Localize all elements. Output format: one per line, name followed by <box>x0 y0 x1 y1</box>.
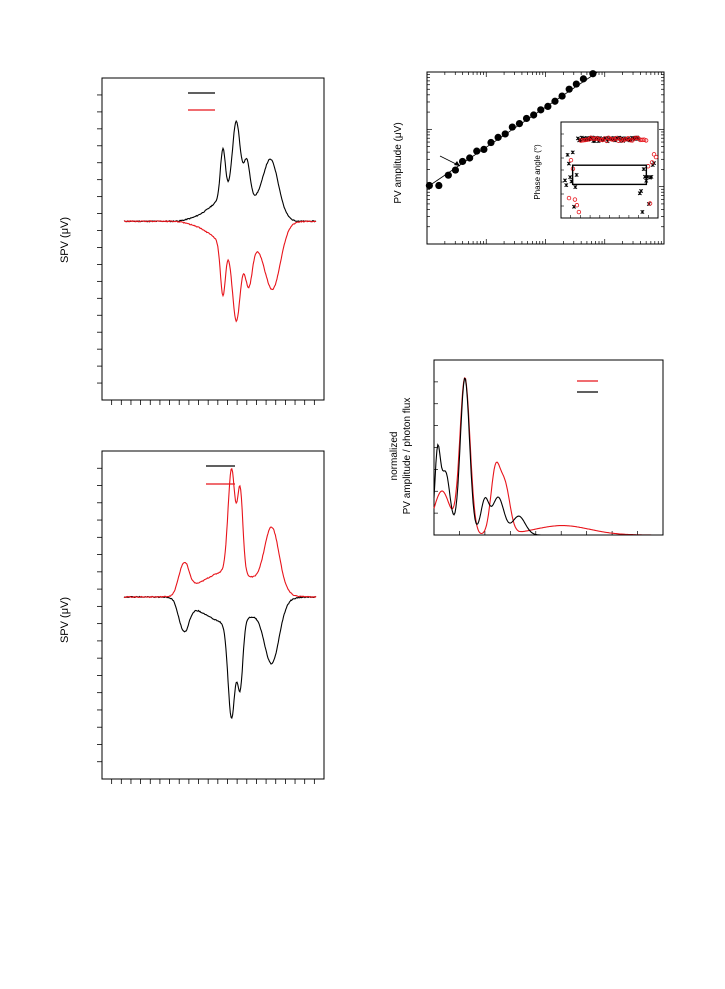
red-series-line <box>433 377 663 536</box>
phase-point-red <box>604 138 609 143</box>
data-point <box>565 85 573 93</box>
phase-point-black <box>568 175 573 180</box>
data-point <box>558 92 566 100</box>
phase-point-red <box>598 137 603 143</box>
phase-angle-y-axis-label: Phase angle (°) <box>533 144 542 200</box>
data-point <box>530 111 538 119</box>
black-series-line <box>123 595 317 720</box>
pv-amplitude-y-axis-label: PV amplitude (μV) <box>393 122 404 203</box>
black-series-line <box>433 377 663 536</box>
data-point <box>487 138 495 147</box>
spv-bottom-x-ticks <box>111 779 315 784</box>
phase-point-red <box>594 136 599 141</box>
spv-top-plot-frame <box>101 77 325 401</box>
data-point <box>444 171 452 179</box>
data-point <box>473 147 481 155</box>
phase-point-red <box>649 160 655 165</box>
phase-point-red <box>622 137 627 142</box>
phase-point-red <box>572 197 578 202</box>
pv-amplitude-ticks <box>426 72 664 245</box>
phase-point-red <box>641 137 647 142</box>
phase-point-red <box>653 154 659 160</box>
spv-bottom-legend <box>206 465 235 485</box>
data-point <box>551 97 559 105</box>
normalized-pv-ticks <box>434 381 638 535</box>
phase-point-black <box>649 174 654 179</box>
data-point <box>579 75 588 83</box>
normalized-pv-panel: normalized PV amplitude / photon flux <box>389 359 664 536</box>
phase-point-black <box>564 183 569 188</box>
data-point <box>435 181 443 190</box>
phase-point-red <box>580 138 586 143</box>
phase-point-black <box>565 152 570 157</box>
spv-top-series <box>123 119 317 323</box>
pv-amplitude-points <box>425 70 597 190</box>
pv-amplitude-panel: PV amplitude (μV) Phase angle (°) <box>393 70 665 245</box>
data-point <box>537 106 545 114</box>
phase-point-black <box>573 185 578 190</box>
data-point <box>494 133 502 141</box>
phase-angle-inset-box <box>571 164 648 186</box>
phase-point-black <box>562 178 568 183</box>
data-point <box>522 114 531 123</box>
phase-point-black <box>641 167 646 172</box>
data-point <box>515 120 524 128</box>
data-point <box>572 80 580 88</box>
phase-point-red <box>582 137 588 143</box>
phase-point-red <box>578 138 584 143</box>
black-series-line <box>123 119 317 223</box>
red-series-line <box>123 219 317 323</box>
phase-angle-inset-points <box>562 135 659 215</box>
spv-bottom-panel: SPV (μV) <box>59 450 325 784</box>
phase-angle-inset-ticks <box>561 133 649 218</box>
spv-top-x-ticks <box>111 400 315 405</box>
phase-point-red <box>628 137 633 143</box>
spv-top-y-axis-label: SPV (μV) <box>59 217 71 263</box>
phase-point-black <box>570 150 575 155</box>
normalized-pv-y-axis-label-line2: PV amplitude / photon flux <box>402 398 413 515</box>
data-point <box>466 154 474 162</box>
phase-point-red <box>610 137 615 142</box>
phase-point-black <box>640 209 645 214</box>
phase-point-red <box>643 138 649 143</box>
phase-angle-inset: Phase angle (°) <box>533 121 659 219</box>
phase-point-red <box>568 157 574 163</box>
data-point <box>451 166 460 174</box>
phase-point-red <box>574 203 580 208</box>
data-point <box>544 102 552 110</box>
phase-point-black <box>566 161 571 166</box>
spv-top-legend <box>188 92 215 111</box>
data-point <box>508 123 516 131</box>
phase-point-red <box>639 137 645 143</box>
spv-bottom-y-axis-label: SPV (μV) <box>59 597 71 643</box>
phase-point-red <box>634 135 639 141</box>
spv-bottom-series <box>123 467 317 720</box>
pv-annotation-arrow <box>439 155 461 167</box>
spv-top-panel: SPV (μV) <box>59 77 325 405</box>
normalized-pv-legend <box>577 380 598 393</box>
spv-bottom-y-ticks <box>97 467 102 763</box>
data-point <box>425 181 433 190</box>
normalized-pv-plot-frame <box>433 359 664 536</box>
phase-point-red <box>576 209 582 215</box>
phase-point-black <box>574 172 579 177</box>
data-point <box>458 157 467 166</box>
data-point <box>501 130 509 138</box>
data-point <box>480 145 488 153</box>
normalized-pv-y-axis-label-line1: normalized <box>389 432 400 481</box>
spv-top-y-ticks <box>97 94 102 384</box>
phase-point-black <box>639 188 644 194</box>
normalized-pv-series <box>433 377 663 536</box>
red-series-line <box>123 467 317 599</box>
spv-bottom-plot-frame <box>101 450 325 780</box>
data-point <box>589 70 597 78</box>
phase-point-red <box>566 195 572 201</box>
phase-point-red <box>584 137 589 142</box>
phase-point-red <box>647 201 653 206</box>
